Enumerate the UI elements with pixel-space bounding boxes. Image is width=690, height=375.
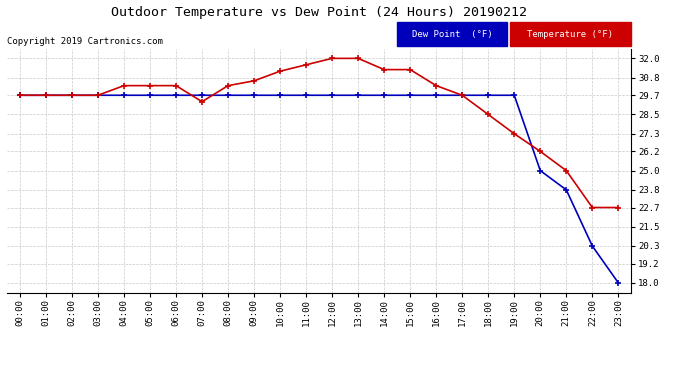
Text: Copyright 2019 Cartronics.com: Copyright 2019 Cartronics.com xyxy=(7,38,163,46)
Title: Outdoor Temperature vs Dew Point (24 Hours) 20190212: Outdoor Temperature vs Dew Point (24 Hou… xyxy=(111,6,527,20)
